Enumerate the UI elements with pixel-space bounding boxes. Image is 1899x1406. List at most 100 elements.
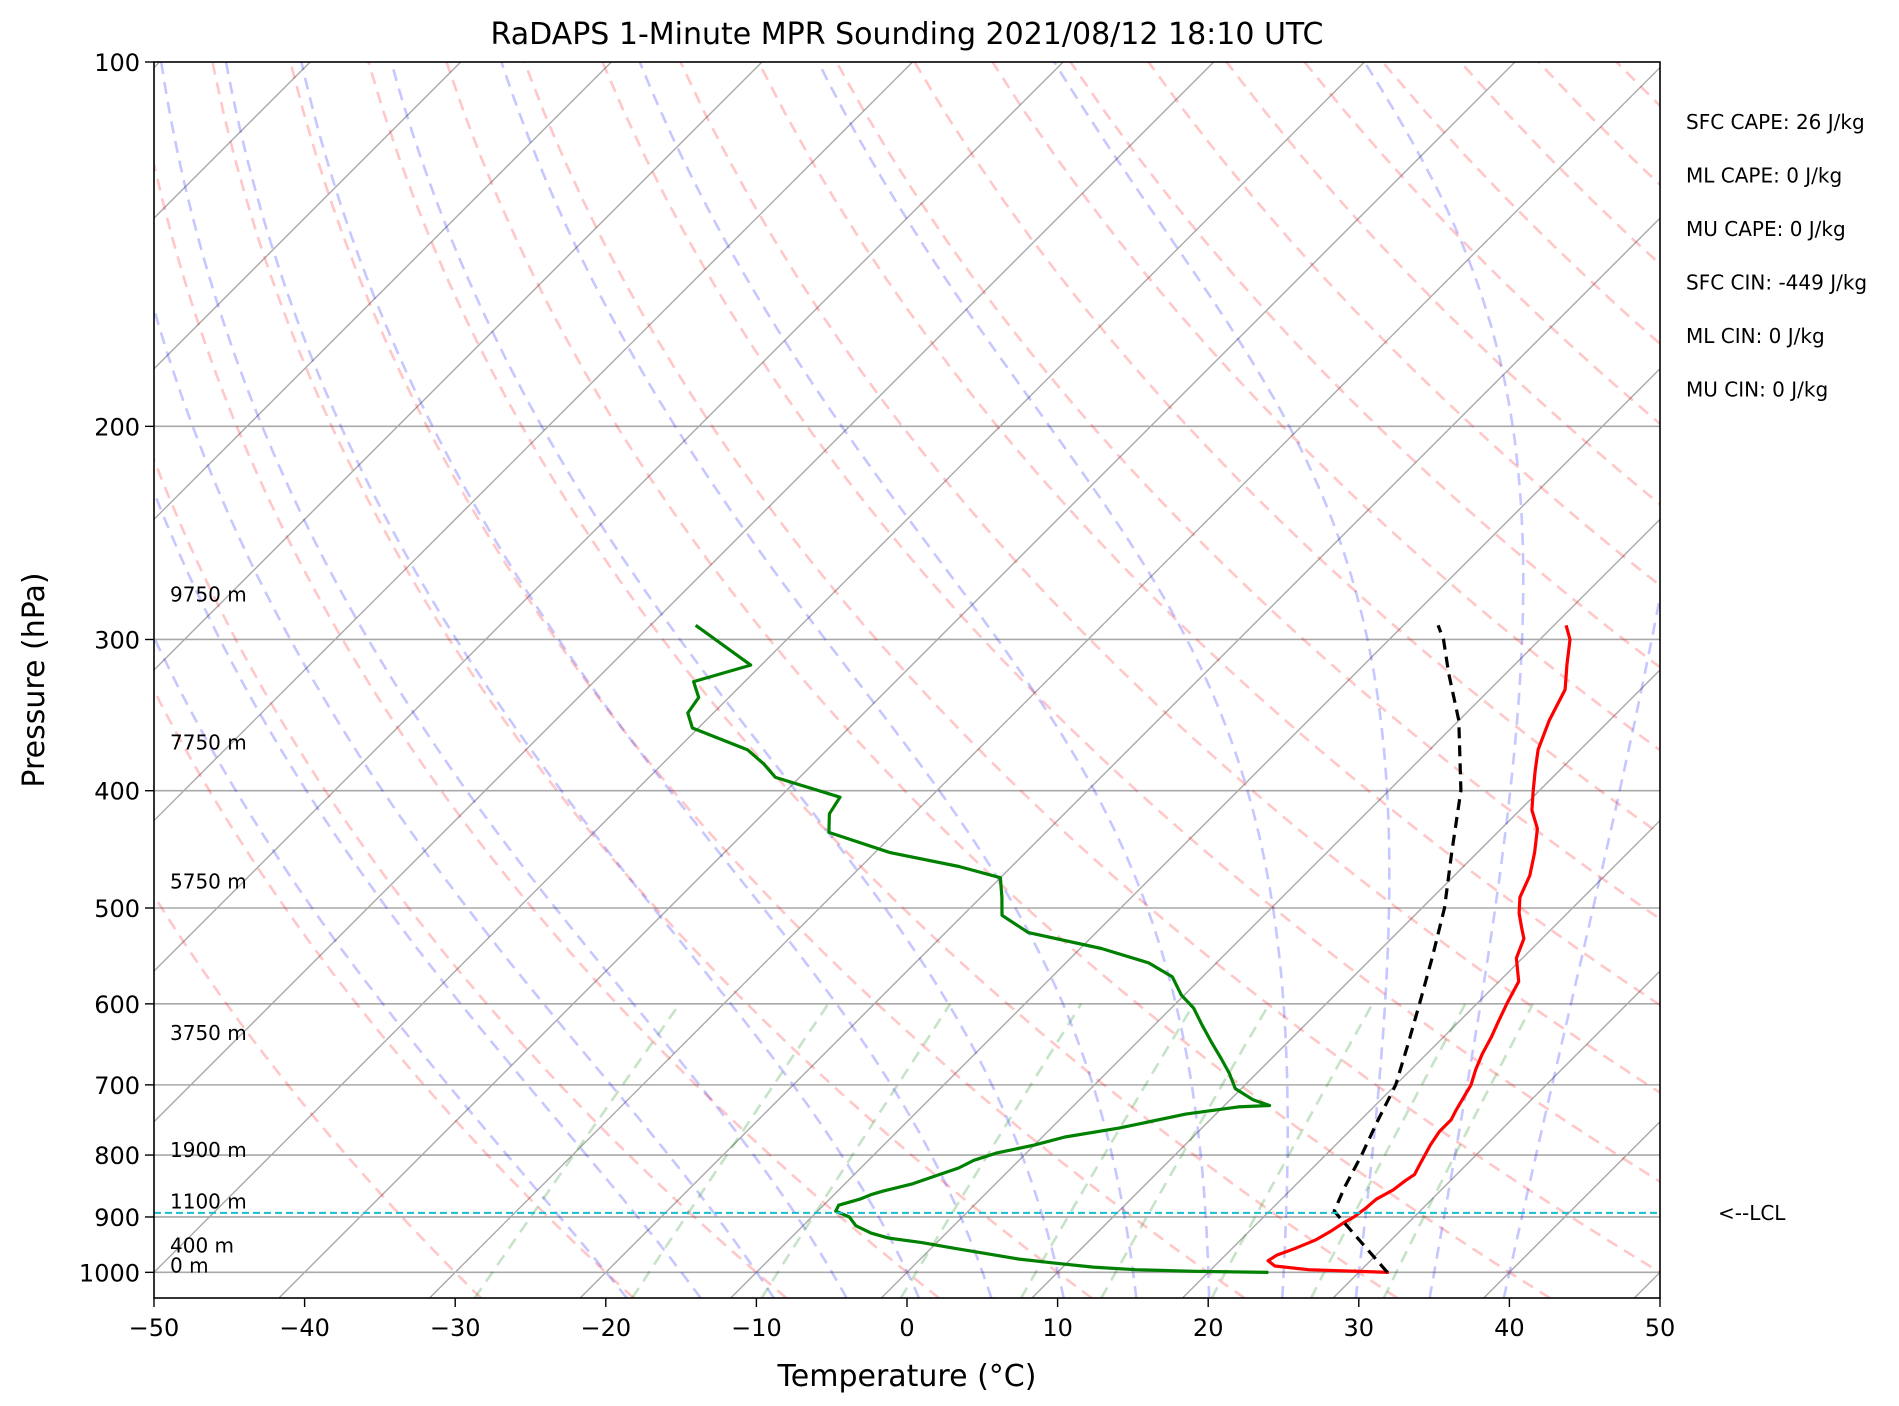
stability-indices: SFC CAPE: 26 J/kg ML CAPE: 0 J/kg MU CAPE:… [1686,110,1867,402]
mixing-ratio-line [1309,1003,1467,1298]
dry-adiabat [367,62,1398,1298]
height-label: 9750 m [170,582,247,606]
dry-adiabat [1615,62,1660,108]
mixing-ratio-line [1382,1003,1535,1298]
moist-adiabat [154,304,775,1298]
x-tick-label: 20 [1193,1314,1224,1342]
x-tick-label: 40 [1494,1314,1525,1342]
y-tick-label: 1000 [79,1259,140,1287]
mixing-ratio-line [631,1003,830,1298]
y-tick-label: 700 [94,1072,140,1100]
x-tick-label: −30 [430,1314,481,1342]
height-labels: 9750 m 7750 m 5750 m 3750 m 1900 m 1100 m 400 … [170,582,247,1277]
dry-adiabat [211,62,1093,1298]
y-tick-label: 100 [94,49,140,77]
mixing-ratio-line [899,1003,1083,1298]
index-text: MU CAPE: 0 J/kg [1686,217,1846,241]
x-tick-label: −20 [580,1314,631,1342]
isotherm-line [154,62,1365,1274]
series-dewpoint-line [686,624,1272,1274]
y-tick-label: 500 [94,895,140,923]
background-lines [0,62,1899,1298]
isotherm-line [154,62,462,370]
mixing-ratio-line [1100,1003,1271,1298]
isotherm-line [579,217,1660,1298]
dry-adiabat [835,62,1660,921]
x-axis-ticks: −50 −40 −30 −20 −10 0 10 20 30 40 50 [129,1298,1676,1342]
moist-adiabat [224,62,921,1298]
isotherm-line [880,518,1660,1298]
y-tick-label: 600 [94,991,140,1019]
isotherm-line [154,62,763,671]
dry-adiabat [1303,62,1660,426]
dry-adiabat [154,158,940,1298]
mixing-ratio-line [760,1003,952,1298]
dry-adiabat [679,62,1660,1095]
isotherm-line [154,62,612,521]
dry-adiabat [991,62,1660,752]
moist-adiabat [390,62,1065,1298]
dry-adiabat [154,687,635,1298]
chart-title: RaDAPS 1-Minute MPR Sounding 2021/08/12 … [491,17,1324,52]
moist-adiabat [159,62,848,1298]
mixing-ratio-line [473,1003,681,1298]
isotherm-line [154,62,1064,973]
y-tick-label: 800 [94,1142,140,1170]
isotherm-line [154,62,1215,1123]
x-tick-label: 30 [1344,1314,1375,1342]
dry-adiabat [1537,62,1660,187]
dry-adiabat [1459,62,1660,266]
dry-adiabat [445,62,1551,1298]
moist-adiabat [300,62,993,1298]
height-label: 400 m [170,1234,234,1258]
isotherm-line [278,62,1516,1298]
isotherm-line [1332,970,1660,1298]
dry-adiabat [913,62,1660,836]
height-label: 1900 m [170,1138,247,1162]
y-tick-label: 900 [94,1204,140,1232]
index-text: ML CAPE: 0 J/kg [1686,164,1842,188]
x-tick-label: −40 [279,1314,330,1342]
y-tick-label: 300 [94,626,140,654]
height-label: 0 m [170,1253,209,1277]
dry-adiabat [1069,62,1660,669]
dry-adiabat [1225,62,1660,506]
dry-adiabat [1695,62,1899,1298]
dry-adiabat [154,455,788,1298]
lcl-label: <--LCL [1718,1201,1786,1225]
x-tick-label: 50 [1645,1314,1676,1342]
y-axis-ticks: 100 200 300 400 500 600 700 800 900 1000 [79,49,154,1287]
dry-adiabat [1147,62,1660,588]
moist-adiabat [1502,589,1660,1298]
x-axis-label: Temperature (°C) [777,1359,1037,1394]
x-tick-label: 0 [899,1314,914,1342]
isotherm-line [0,62,9,1298]
index-text: ML CIN: 0 J/kg [1686,324,1825,348]
dry-adiabat [601,62,1660,1184]
y-axis-label: Pressure (hPa) [17,572,52,787]
isotherm-line [1182,819,1660,1298]
isotherm-line [730,367,1660,1298]
isotherm-line [429,66,1660,1298]
x-tick-label: −50 [129,1314,180,1342]
dry-adiabat [757,62,1660,1007]
y-tick-label: 400 [94,778,140,806]
index-text: SFC CIN: -449 J/kg [1686,271,1867,295]
series-temperature-line [1266,624,1572,1274]
y-tick-label: 200 [94,413,140,441]
data-lines [686,624,1572,1274]
moist-adiabat [154,634,628,1298]
x-tick-label: −10 [731,1314,782,1342]
index-text: SFC CAPE: 26 J/kg [1686,110,1865,134]
moist-adiabat [1053,62,1391,1298]
isotherm-line [1785,62,1899,1298]
moist-adiabat [817,62,1289,1298]
height-label: 3750 m [170,1021,247,1045]
isotherm-line [1633,1271,1660,1298]
height-label: 7750 m [170,731,247,755]
mixing-ratio-line [1019,1003,1196,1298]
height-label: 5750 m [170,870,247,894]
isotherm-line [154,62,914,822]
isotherm-line [1031,668,1660,1298]
